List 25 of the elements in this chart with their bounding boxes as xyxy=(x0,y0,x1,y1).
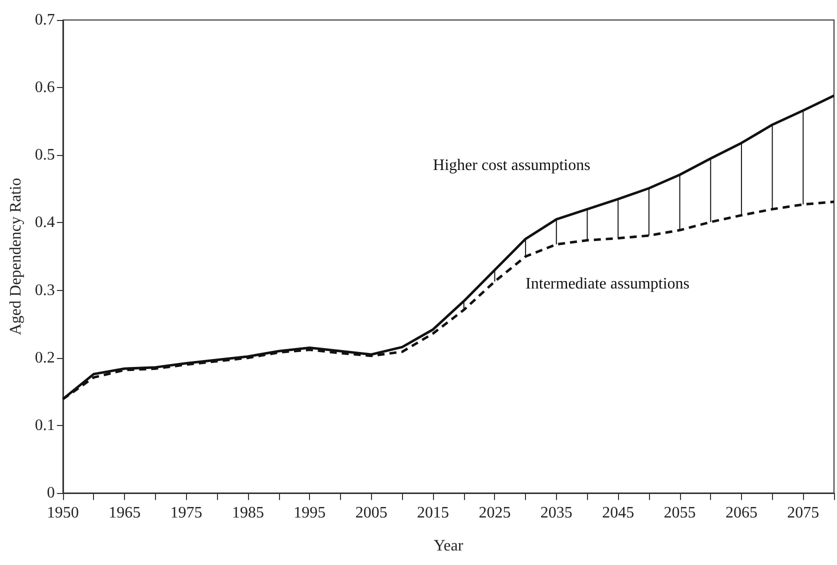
x-tick-label: 2035 xyxy=(540,504,572,522)
y-tick-label: 0.6 xyxy=(34,79,55,96)
y-tick-label: 0.5 xyxy=(34,146,55,164)
text: Higher cost assumptions xyxy=(433,157,590,174)
x-tick-label: 2065 xyxy=(725,504,758,522)
y-tick-label: 0.1 xyxy=(34,416,55,434)
x-tick-label: 1950 xyxy=(46,504,79,522)
y-tick-label: 0.2 xyxy=(34,349,55,366)
y-tick-label: 0.3 xyxy=(34,282,55,299)
x-tick-label: 2045 xyxy=(602,504,634,522)
y-tick-label: 0.4 xyxy=(34,214,55,232)
x-tick-label: 1975 xyxy=(170,504,202,522)
x-tick-label: 2015 xyxy=(417,504,450,522)
y-tick-label: 0 xyxy=(46,484,55,502)
x-tick-label: 2025 xyxy=(478,504,511,522)
y-axis-title: Aged Dependency Ratio xyxy=(8,178,24,336)
x-tick-label: 2005 xyxy=(355,504,388,522)
y-tick-label: 0.7 xyxy=(34,12,55,28)
x-axis-title: Year xyxy=(434,538,464,554)
x-tick-label: 2075 xyxy=(787,504,820,522)
series-label: Intermediate assumptions xyxy=(526,275,690,292)
x-tick-label: 2055 xyxy=(664,504,696,522)
x-tick-label: 1965 xyxy=(108,504,141,522)
x-tick-label: 1995 xyxy=(294,504,326,522)
x-tick-label: 1985 xyxy=(232,504,264,522)
